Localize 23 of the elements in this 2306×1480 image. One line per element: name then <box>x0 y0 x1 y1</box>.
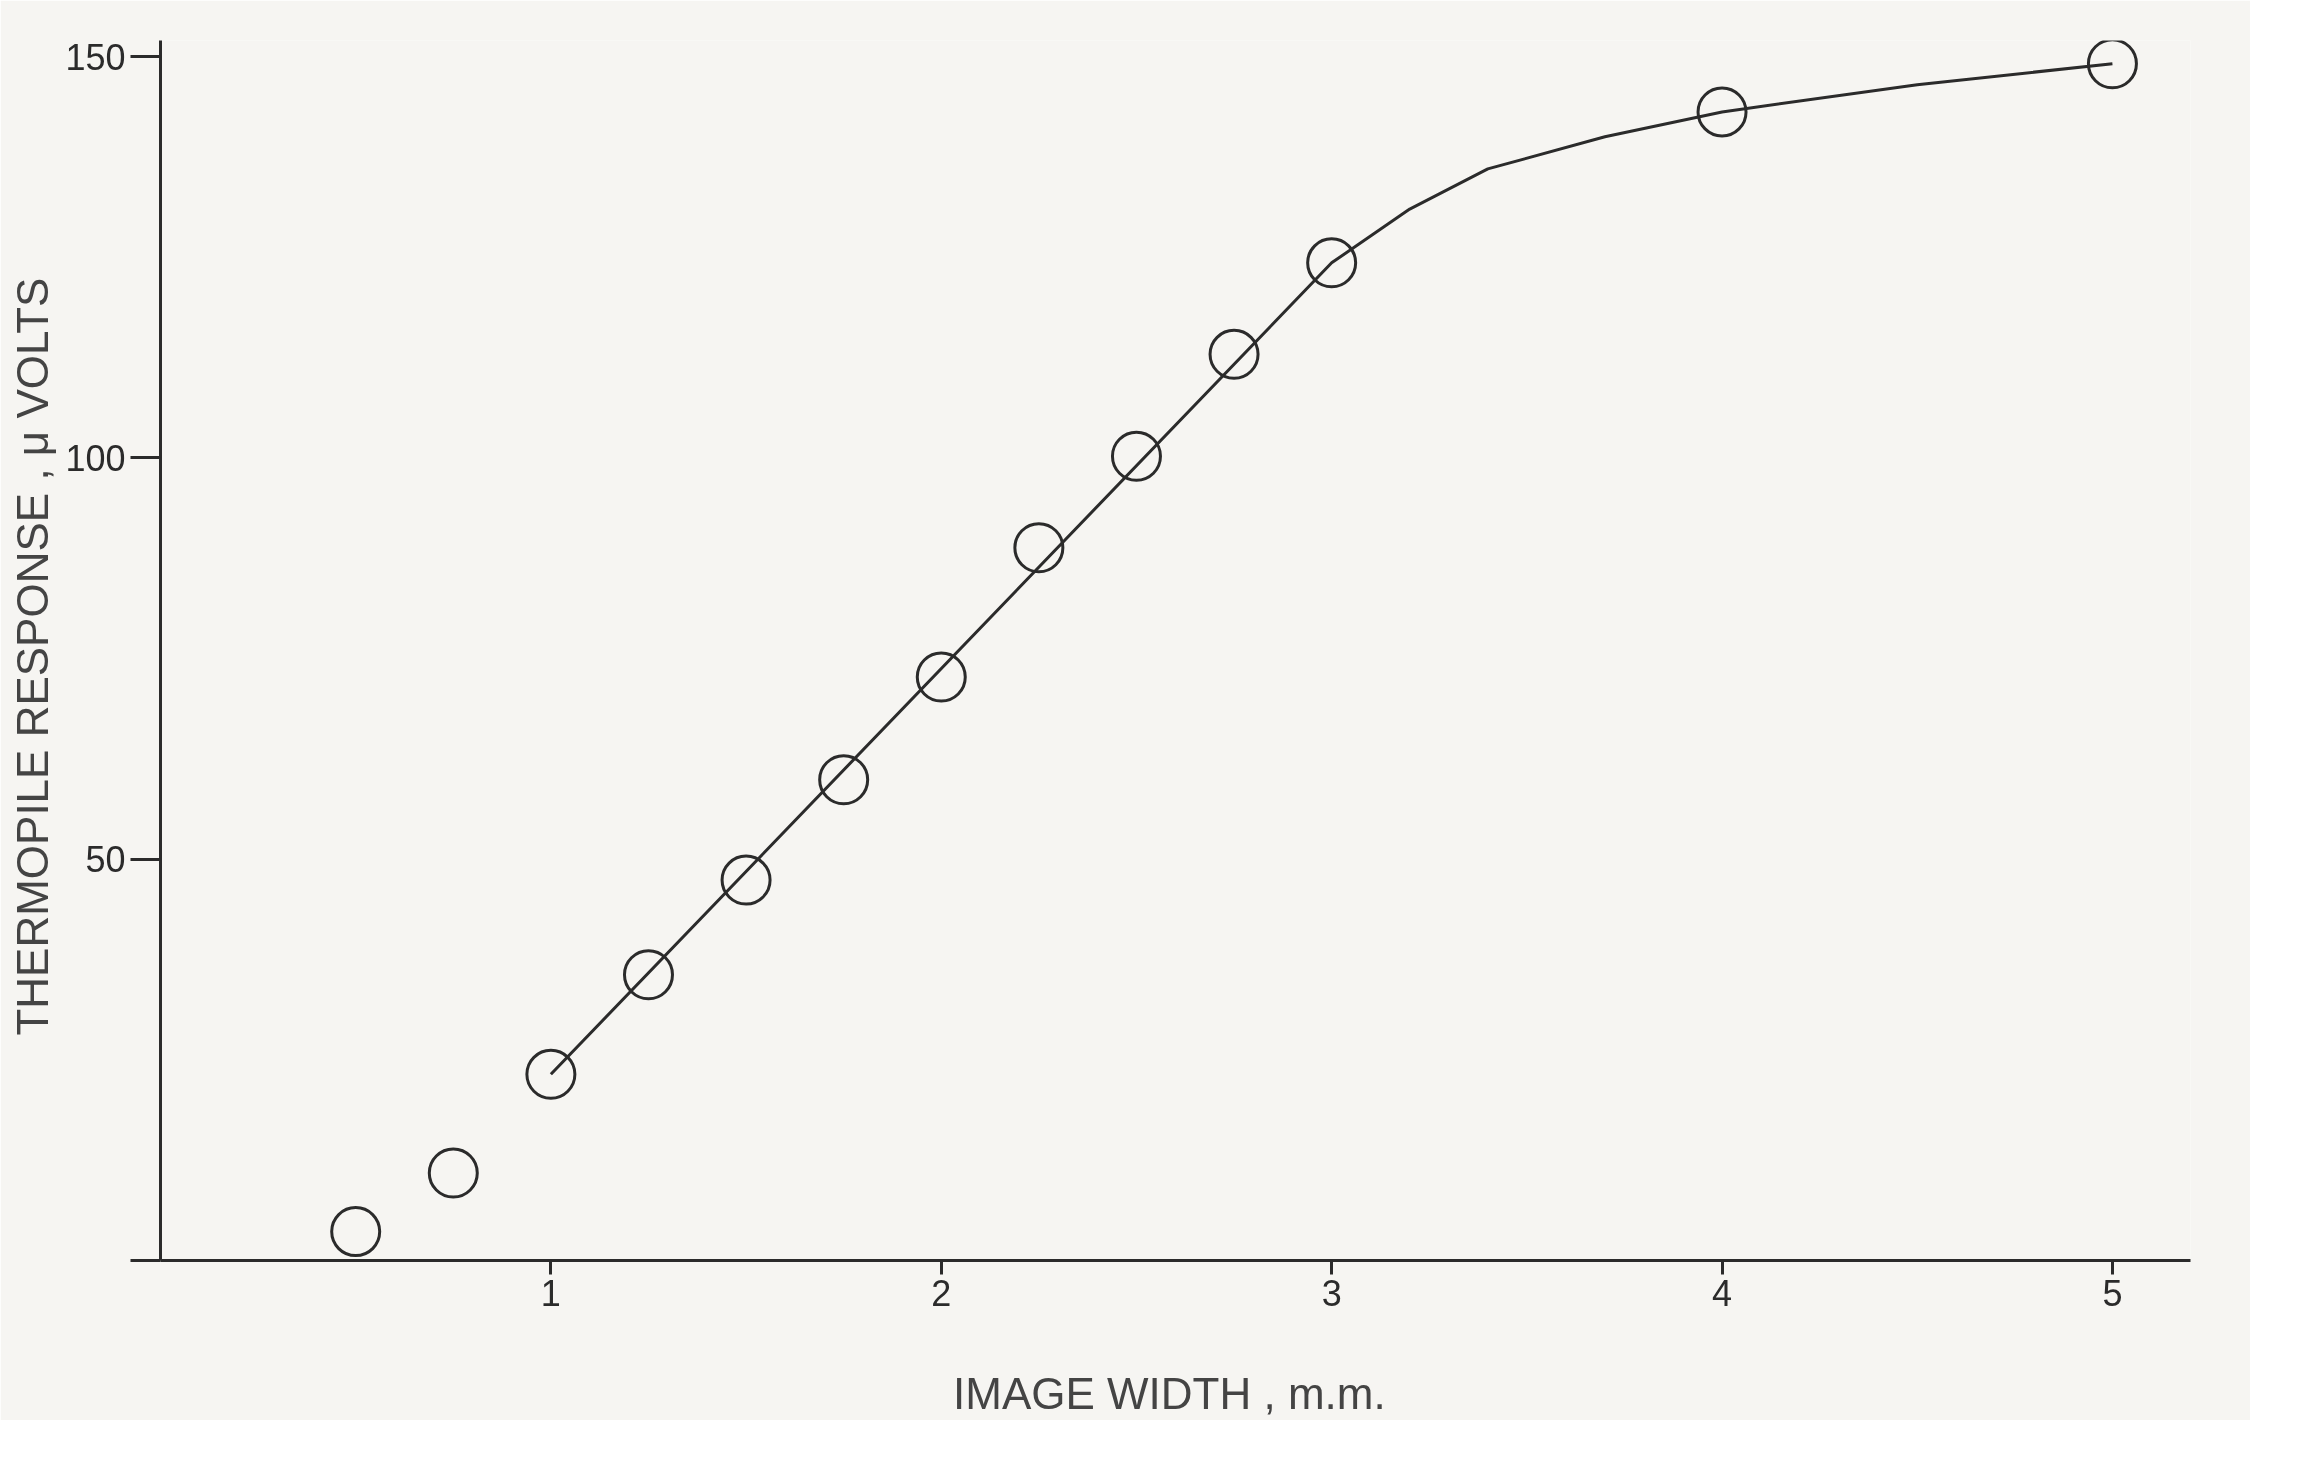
point <box>1208 328 1260 380</box>
y-tick-label: 100 <box>65 437 126 479</box>
point <box>720 854 772 906</box>
point <box>818 754 870 806</box>
x-axis-title: IMAGE WIDTH , m.m. <box>953 1368 1386 1418</box>
y-axis-title: THERMOPILE RESPONSE , μ VOLTS <box>8 277 58 1036</box>
x-tick-label: 5 <box>2102 1272 2123 1314</box>
y-tick-label: 150 <box>65 36 126 78</box>
point <box>915 651 967 703</box>
point <box>525 1048 577 1100</box>
y-tick-label: 50 <box>85 839 126 881</box>
point <box>2086 40 2138 90</box>
x-tick-label: 1 <box>540 1272 561 1314</box>
x-tick-label: 4 <box>1712 1272 1733 1314</box>
x-tick-label: 2 <box>931 1272 952 1314</box>
x-tick-label: 3 <box>1321 1272 1342 1314</box>
point <box>330 1206 382 1258</box>
point <box>1306 237 1358 289</box>
point <box>622 949 674 1001</box>
point <box>1696 86 1748 138</box>
point <box>427 1147 479 1199</box>
point <box>1013 522 1065 574</box>
point <box>1110 430 1162 482</box>
